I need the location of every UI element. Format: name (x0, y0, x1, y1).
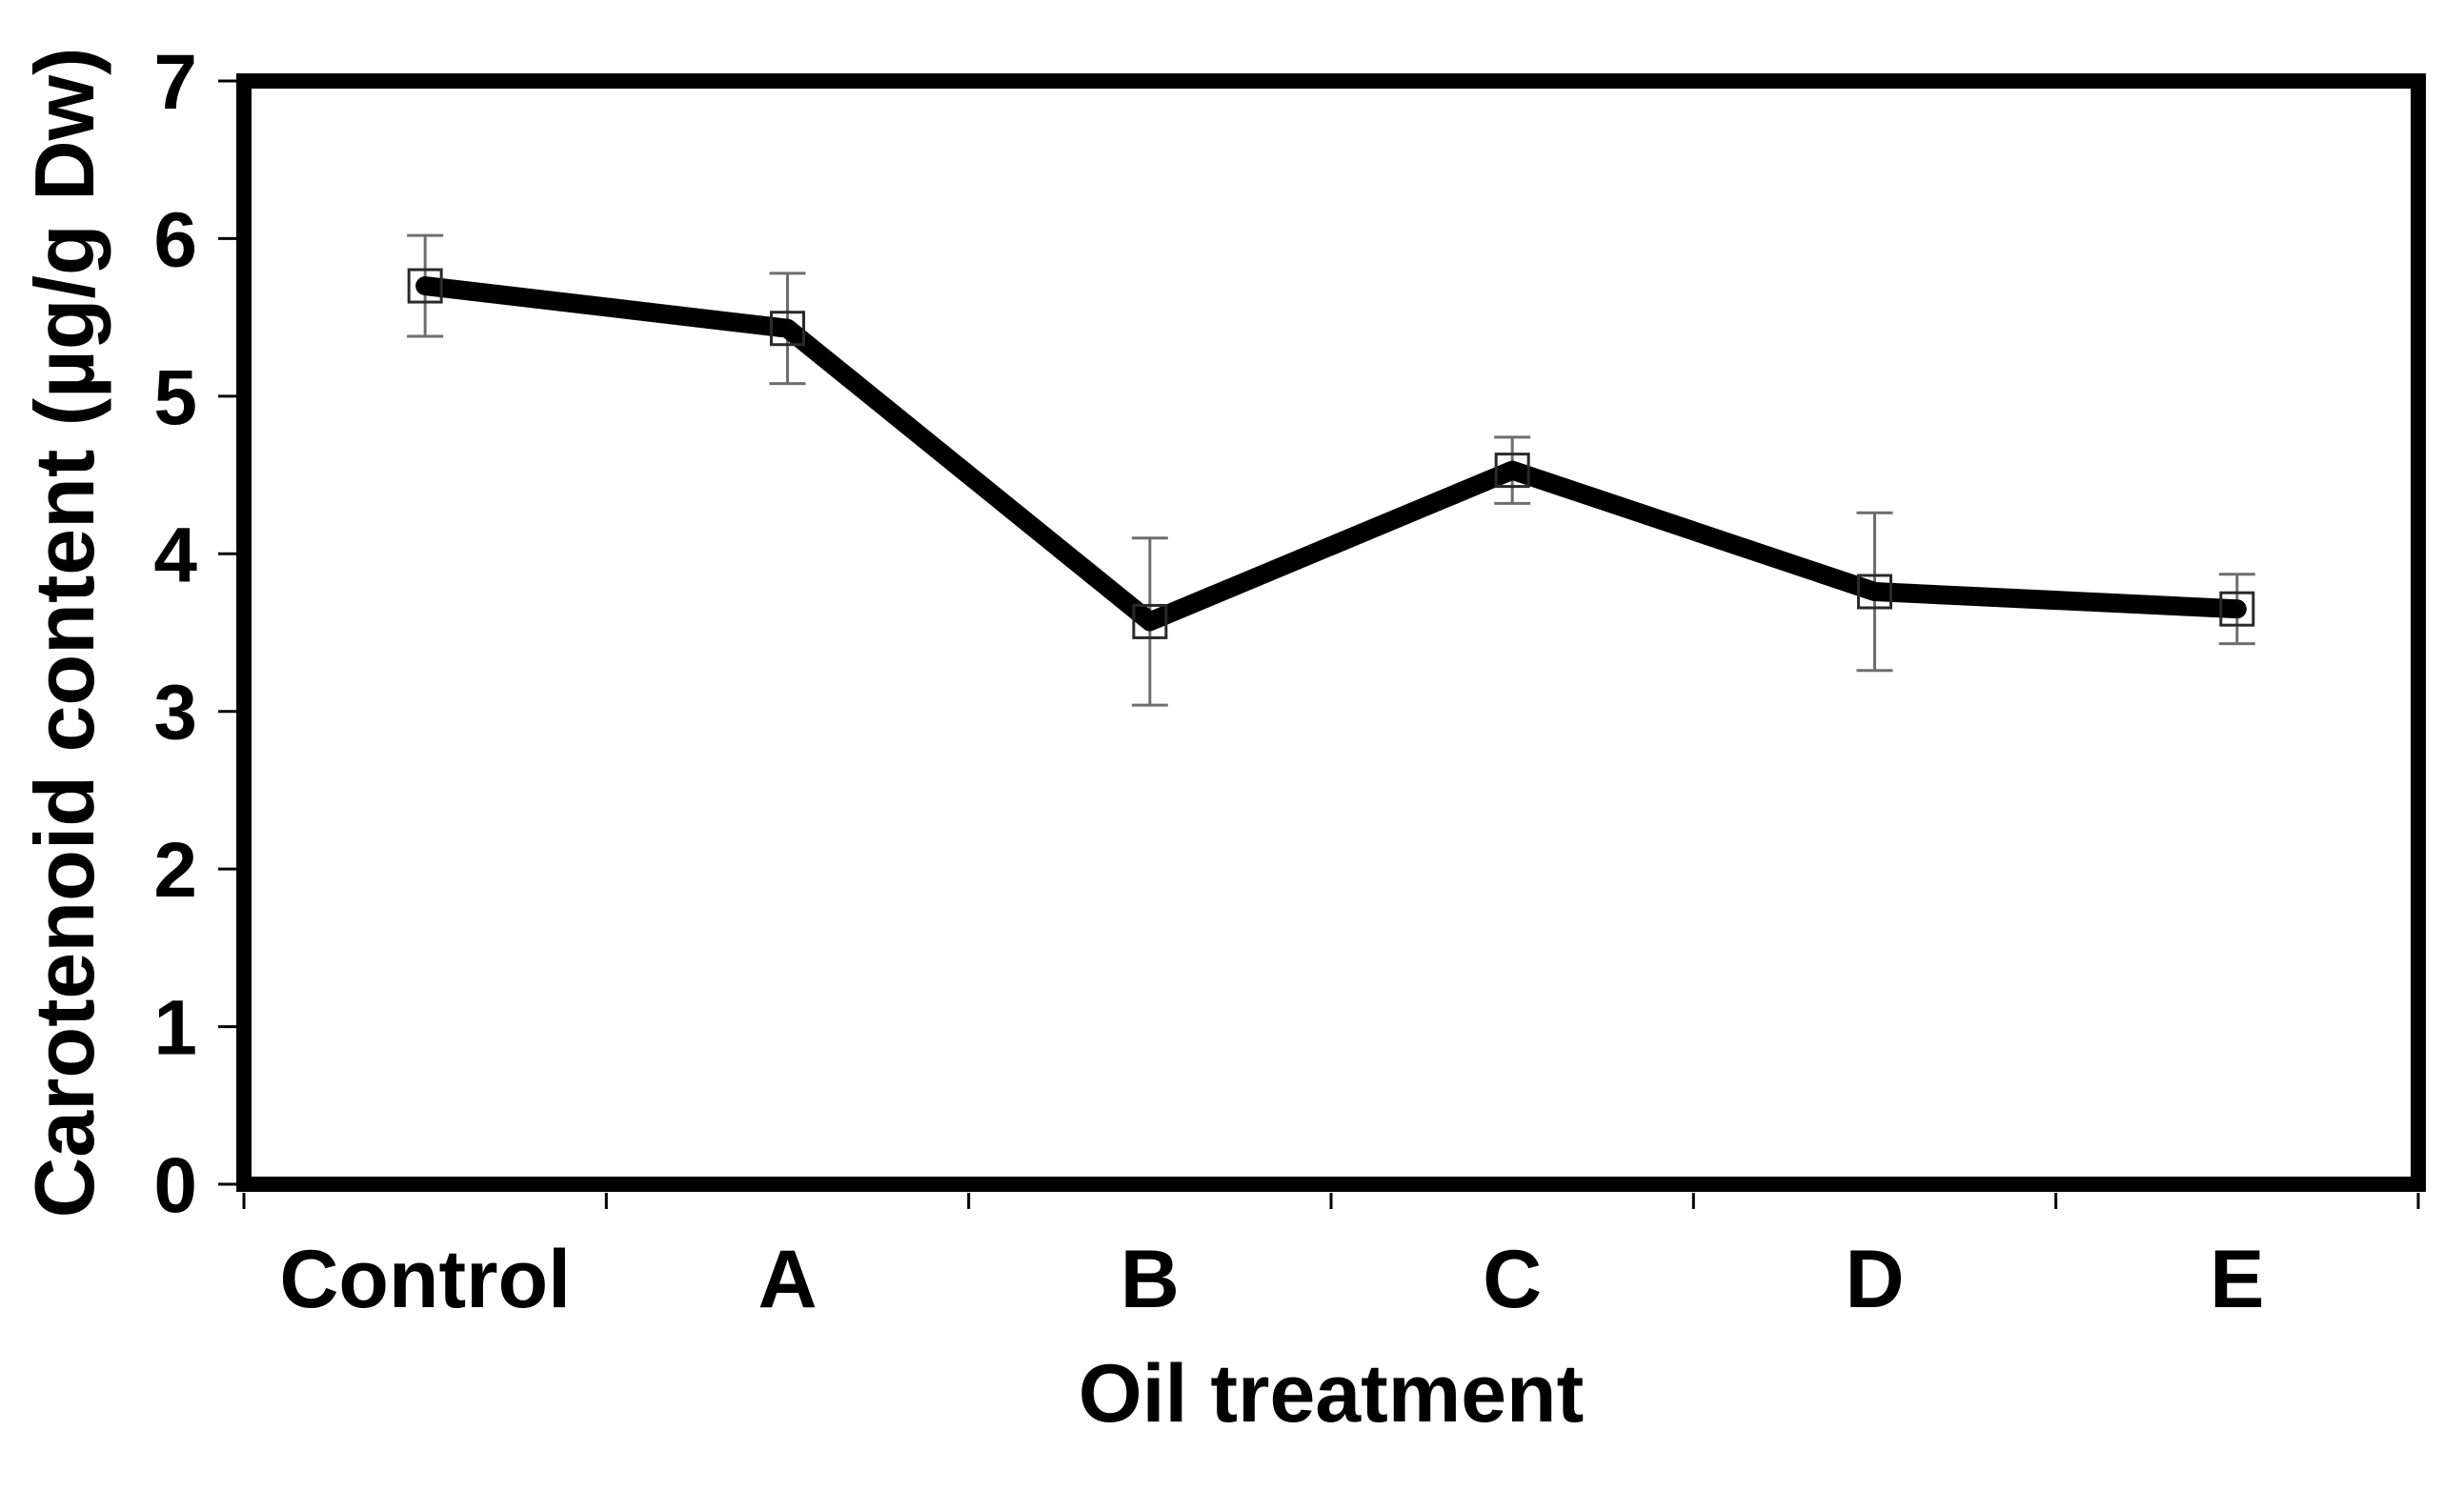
series-line-layer (415, 276, 2247, 632)
x-axis-category-label: C (1483, 1234, 1542, 1325)
data-point-marker (1494, 453, 1530, 489)
x-axis-category-label: B (1121, 1234, 1180, 1325)
x-axis-category-label: A (757, 1234, 817, 1325)
y-axis-tick-label: 0 (153, 1142, 197, 1229)
axes-layer: 0 1 2 3 4 5 6 7 Control A B C D E (153, 39, 2420, 1325)
y-axis-tick-label: 3 (153, 670, 197, 756)
y-axis-tick-label: 7 (153, 39, 197, 126)
data-point-marker (2219, 591, 2255, 627)
series-line (415, 276, 2247, 632)
plot-border (236, 73, 2426, 1192)
y-axis-tick-label: 5 (153, 354, 197, 441)
data-point-markers-layer (407, 268, 2255, 639)
y-axis-tick-label: 2 (153, 827, 197, 914)
data-point-marker (1132, 603, 1168, 639)
y-axis-tick-label: 6 (153, 196, 197, 283)
x-axis-category-label: D (1845, 1234, 1904, 1325)
x-axis-category-label: E (2210, 1234, 2264, 1325)
data-point-marker (1857, 574, 1892, 610)
x-axis-category-label: Control (279, 1234, 571, 1325)
data-point-marker (770, 311, 805, 347)
y-axis-tick-label: 1 (153, 985, 197, 1072)
y-axis-tick-label: 4 (153, 512, 197, 598)
data-point-marker (407, 268, 443, 304)
y-axis-title: Carotenoid content (µg/g Dw) (17, 48, 111, 1219)
x-axis-title: Oil treatment (1079, 1348, 1584, 1440)
error-bars-layer (407, 233, 2255, 707)
